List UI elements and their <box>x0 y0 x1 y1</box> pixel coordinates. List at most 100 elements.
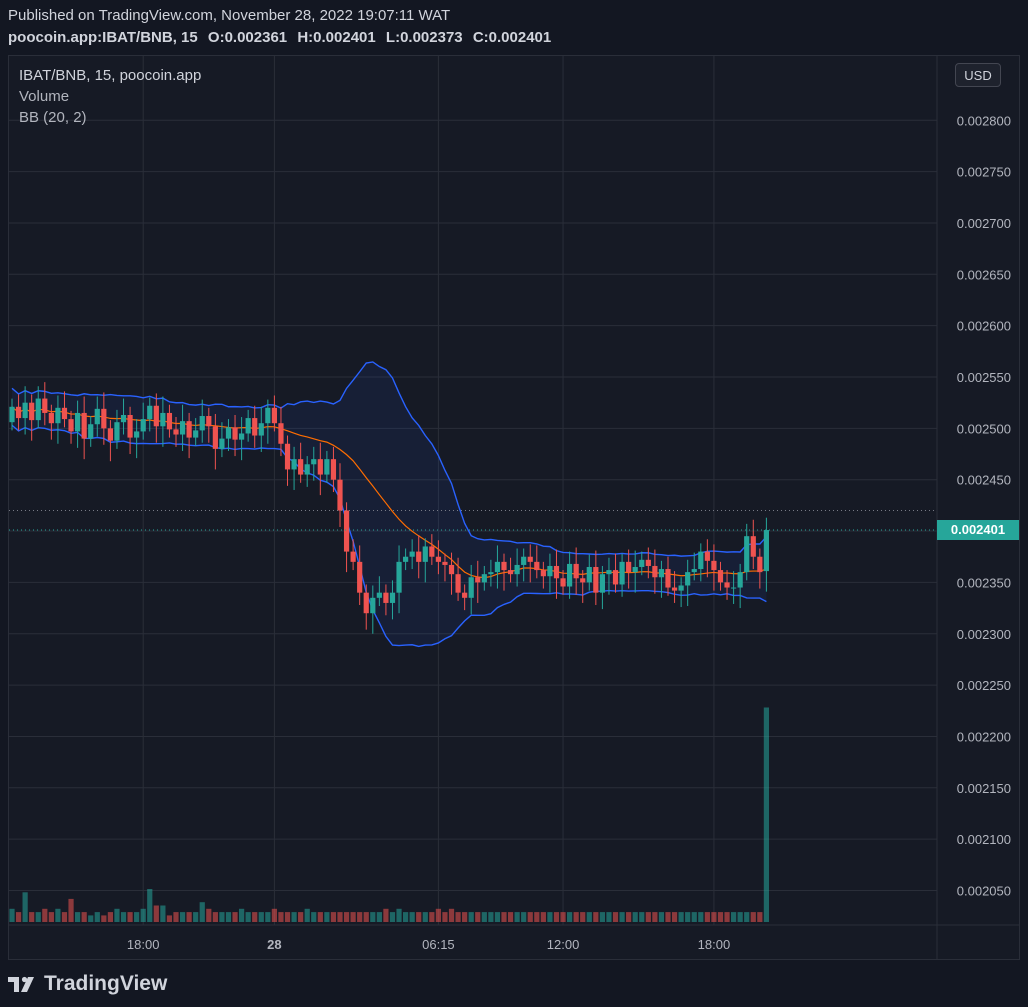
volume-bar <box>488 912 494 922</box>
candle-body <box>186 421 192 438</box>
legend-bollinger[interactable]: BB (20, 2) <box>19 109 87 126</box>
volume-bar <box>639 912 645 922</box>
volume-bar <box>645 912 651 922</box>
candle-body <box>48 412 54 424</box>
high-value: 0.002401 <box>313 29 376 46</box>
candle-body <box>160 412 166 427</box>
candle-body <box>376 592 382 598</box>
candle-body <box>665 569 671 588</box>
volume-bar <box>763 707 769 922</box>
volume-bar <box>186 912 192 922</box>
volume-bar <box>475 912 481 922</box>
volume-bar <box>567 912 573 922</box>
candle-body <box>29 402 35 421</box>
candle-body <box>501 561 507 571</box>
x-tick-label: 28 <box>267 937 281 952</box>
volume-bar <box>114 908 120 922</box>
volume-bar <box>94 912 100 922</box>
candle-body <box>107 428 113 441</box>
candle-body <box>134 431 140 438</box>
volume-bar <box>363 912 369 922</box>
candle-body <box>291 459 297 470</box>
candle-body <box>606 570 612 575</box>
x-tick-label: 06:15 <box>422 937 455 952</box>
legend-symbol[interactable]: IBAT/BNB, 15, poocoin.app <box>19 67 202 84</box>
volume-bar <box>206 908 212 922</box>
volume-bar <box>527 912 533 922</box>
volume-bar <box>744 912 750 922</box>
candle-body <box>599 574 605 593</box>
candle-body <box>153 405 159 427</box>
candle-body <box>757 556 763 573</box>
candle-body <box>488 572 494 575</box>
candle-body <box>173 429 179 435</box>
volume-bar <box>239 908 245 922</box>
candle-body <box>127 414 133 438</box>
y-tick-label: 0.002450 <box>957 473 1011 488</box>
symbol-interval: poocoin.app:IBAT/BNB, 15 <box>8 29 198 46</box>
volume-bar <box>324 912 330 922</box>
candle-body <box>389 592 396 603</box>
candle-body <box>350 551 356 562</box>
candle-body <box>612 570 619 585</box>
volume-bar <box>173 912 179 922</box>
volume-bar <box>134 912 140 922</box>
volume-bar <box>389 912 396 922</box>
candle-body <box>724 582 730 588</box>
candle-body <box>199 416 205 431</box>
candle-body <box>140 419 146 432</box>
volume-bar <box>737 912 743 922</box>
candle-body <box>22 402 28 419</box>
candle-body <box>330 459 337 480</box>
volume-bar <box>396 908 402 922</box>
volume-bar <box>416 912 422 922</box>
x-tick-label: 12:00 <box>547 937 580 952</box>
chart-panel[interactable] <box>8 55 1020 960</box>
volume-bar <box>35 912 41 922</box>
volume-bar <box>29 912 35 922</box>
candle-body <box>317 459 323 475</box>
volume-bar <box>357 912 363 922</box>
volume-bar <box>435 908 441 922</box>
x-tick-label: 18:00 <box>698 937 731 952</box>
candle-body <box>343 510 350 552</box>
volume-bar <box>750 912 756 922</box>
volume-bar <box>632 912 638 922</box>
volume-bar <box>278 912 284 922</box>
currency-button[interactable]: USD <box>955 63 1001 87</box>
volume-bar <box>685 912 691 922</box>
volume-bar <box>55 908 61 922</box>
y-tick-label: 0.002750 <box>957 165 1011 180</box>
candle-body <box>573 563 579 579</box>
candle-body <box>9 406 15 423</box>
candle-body <box>639 559 645 567</box>
volume-bar <box>665 912 671 922</box>
candle-body <box>711 560 717 571</box>
candle-body <box>166 412 173 430</box>
volume-bar <box>81 912 87 922</box>
volume-bar <box>140 908 146 922</box>
candle-body <box>35 398 41 421</box>
volume-bar <box>586 912 592 922</box>
tradingview-logo[interactable]: TradingView <box>8 972 167 996</box>
legend-volume[interactable]: Volume <box>19 88 70 105</box>
bb-basis-line <box>11 406 767 579</box>
volume-bar <box>658 912 665 922</box>
y-tick-label: 0.002200 <box>957 729 1011 744</box>
volume-bar <box>75 912 81 922</box>
candle-body <box>678 585 684 591</box>
volume-bar <box>101 915 107 922</box>
volume-bar <box>612 912 619 922</box>
volume-bar <box>678 912 684 922</box>
volume-bar <box>481 912 487 922</box>
low-value: 0.002373 <box>400 29 463 46</box>
volume-bar <box>514 912 520 922</box>
volume-bar <box>717 912 724 922</box>
volume-bar <box>462 912 468 922</box>
volume-bar <box>698 912 704 922</box>
ohlc-line: poocoin.app:IBAT/BNB, 15 O:0.002361 H:0.… <box>8 29 551 46</box>
y-tick-label: 0.002800 <box>957 113 1011 128</box>
candle-body <box>448 564 455 575</box>
volume-bar <box>580 912 586 922</box>
